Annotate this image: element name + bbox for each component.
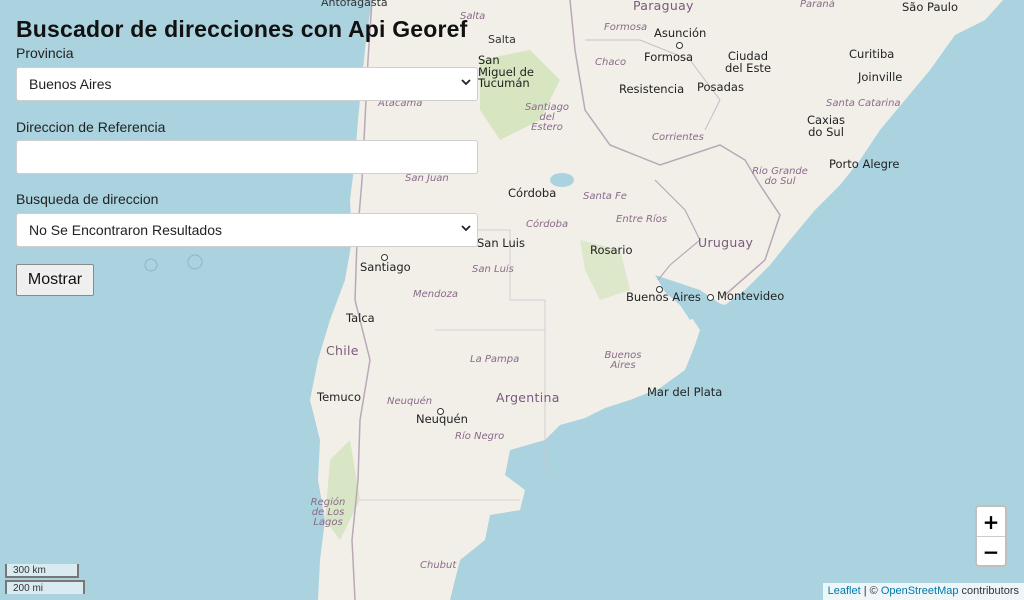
attribution-contributors: contributors	[958, 585, 1019, 597]
place-santiago: Santiago	[360, 260, 411, 274]
place-entre-rios: Entre Ríos	[616, 214, 668, 225]
place-resistencia: Resistencia	[619, 82, 685, 96]
place-santa-fe: Santa Fe	[583, 191, 627, 202]
provincia-label: Provincia	[16, 45, 74, 61]
place-atacama: Atacama	[378, 98, 423, 109]
place-mar-del-plata: Mar del Plata	[647, 385, 723, 399]
mostrar-button[interactable]: Mostrar	[16, 264, 94, 296]
place-mendoza: Mendoza	[413, 289, 458, 300]
place-posadas: Posadas	[697, 80, 744, 94]
place-chaco: Chaco	[595, 57, 627, 68]
place-salta-region: Salta	[460, 11, 486, 22]
referencia-label: Direccion de Referencia	[16, 119, 166, 135]
place-parana: Paraná	[800, 0, 835, 10]
place-cordoba: Córdoba	[508, 186, 557, 200]
place-formosa: Formosa	[644, 50, 694, 64]
place-temuco: Temuco	[317, 390, 361, 404]
place-san-luis-region: San Luis	[472, 264, 514, 275]
zoom-control: + −	[975, 505, 1007, 567]
leaflet-link[interactable]: Leaflet	[827, 585, 861, 597]
place-chubut: Chubut	[420, 560, 457, 571]
place-neuquen: Neuquén	[416, 412, 468, 426]
place-salta: Salta	[488, 33, 516, 46]
city-dot-montevideo	[707, 294, 714, 301]
place-san-juan-region: San Juan	[405, 173, 449, 184]
attribution: Leaflet | © OpenStreetMap contributors	[822, 583, 1024, 600]
zoom-out-button[interactable]: −	[982, 539, 1000, 564]
place-porto-alegre: Porto Alegre	[829, 157, 900, 171]
place-san-luis: San Luis	[477, 236, 525, 250]
place-corrientes: Corrientes	[652, 132, 704, 143]
place-caxias-do-sul: Caxias do Sul	[806, 113, 846, 139]
provincia-select[interactable]: Buenos Aires	[16, 67, 478, 101]
place-montevideo: Montevideo	[717, 289, 785, 303]
place-formosa-region: Formosa	[604, 22, 648, 33]
place-asuncion: Asunción	[654, 26, 707, 40]
place-santa-catarina: Santa Catarina	[826, 98, 901, 109]
city-dot-buenos-aires	[656, 286, 663, 293]
place-santiago-del-estero: Santiago del Estero	[524, 102, 570, 133]
place-san-miguel-de-tucuman: San Miguel de Tucumán	[478, 53, 535, 90]
place-ciudad-del-este: Ciudad del Este	[724, 49, 772, 75]
city-dot-asuncion	[676, 42, 683, 49]
osm-link[interactable]: OpenStreetMap	[880, 585, 959, 597]
busqueda-select[interactable]: No Se Encontraron Resultados	[16, 213, 478, 247]
place-rio-negro: Río Negro	[455, 431, 505, 442]
busqueda-select-value: No Se Encontraron Resultados	[29, 222, 222, 238]
chevron-down-icon	[461, 79, 471, 86]
place-cordoba-region: Córdoba	[526, 219, 569, 230]
place-chile: Chile	[326, 343, 359, 358]
place-la-pampa: La Pampa	[470, 354, 520, 365]
city-dot-neuquen	[437, 408, 444, 415]
page-title: Buscador de direcciones con Api Georef	[16, 16, 468, 42]
place-buenos-aires-region: Buenos Aires	[604, 350, 642, 371]
place-curitiba: Curitiba	[849, 47, 895, 61]
busqueda-label: Busqueda de direccion	[16, 191, 159, 207]
city-dot-santiago	[381, 254, 388, 261]
place-neuquen-region: Neuquén	[387, 396, 433, 407]
place-joinville: Joinville	[858, 70, 903, 84]
zoom-in-button[interactable]: +	[977, 507, 1005, 537]
place-argentina: Argentina	[496, 390, 560, 405]
scale-km: 300 km	[5, 564, 79, 578]
place-uruguay: Uruguay	[698, 235, 754, 250]
place-talca: Talca	[346, 311, 375, 325]
scale-mi: 200 mi	[5, 580, 85, 594]
referencia-input[interactable]	[16, 140, 478, 174]
attribution-sep: | ©	[860, 585, 881, 597]
place-rosario: Rosario	[590, 243, 633, 257]
place-antofagasta: Antofagasta	[321, 0, 388, 9]
provincia-select-value: Buenos Aires	[29, 76, 112, 92]
place-rio-grande-do-sul: Rio Grande do Sul	[752, 166, 808, 187]
chevron-down-icon	[461, 225, 471, 232]
place-paraguay: Paraguay	[633, 0, 694, 13]
place-region-de-los-lagos: Región de Los Lagos	[310, 497, 346, 528]
place-buenos-aires: Buenos Aires	[626, 290, 701, 304]
place-sao-paulo: São Paulo	[902, 0, 959, 14]
